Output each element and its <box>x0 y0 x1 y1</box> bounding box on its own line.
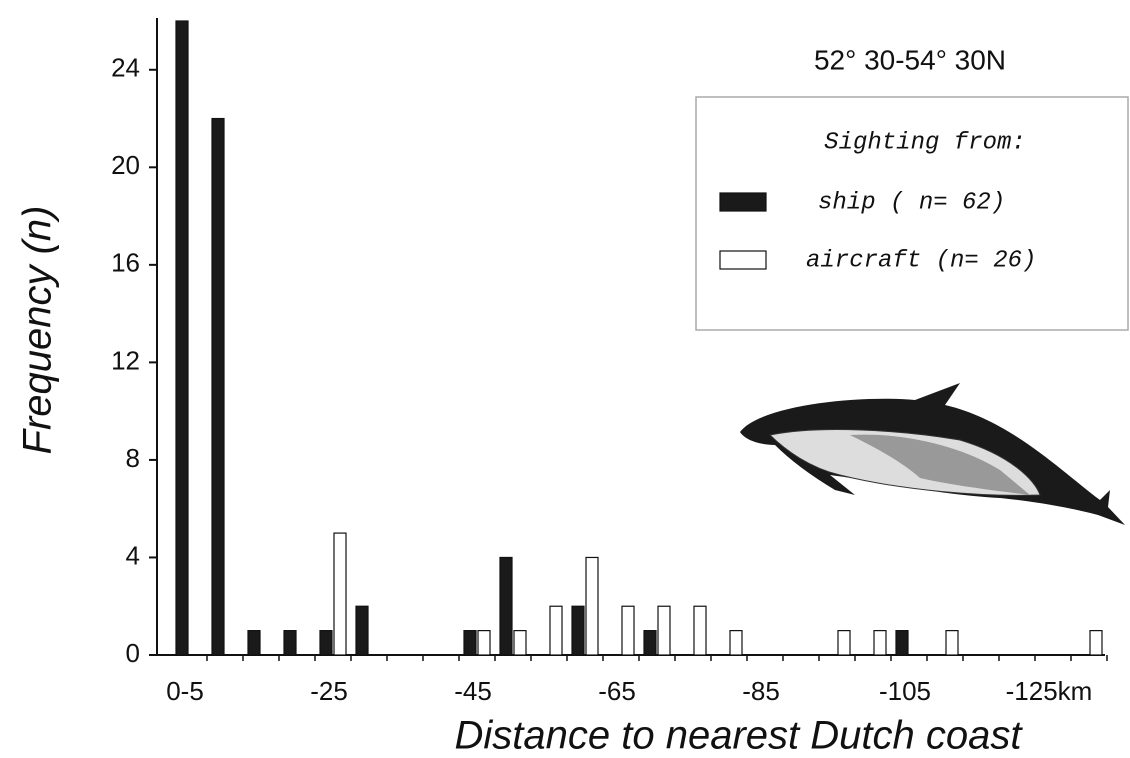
chart: 52° 30-54° 30N Frequency (n) Distance to… <box>0 0 1130 758</box>
legend-swatch <box>720 251 766 269</box>
bar <box>284 631 296 655</box>
y-axis-label: Frequency (n) <box>16 206 60 455</box>
legend-swatch <box>720 193 766 211</box>
bar <box>730 631 742 655</box>
y-tick-label: 8 <box>126 443 140 473</box>
bar <box>572 606 584 655</box>
bar <box>320 631 332 655</box>
bar <box>550 606 562 655</box>
y-tick-label: 20 <box>111 150 140 180</box>
y-tick-label: 4 <box>126 540 140 570</box>
bar <box>946 631 958 655</box>
x-tick-label: -105 <box>879 676 931 706</box>
y-tick-label: 24 <box>111 53 140 83</box>
bar <box>356 606 368 655</box>
bar <box>176 21 188 655</box>
legend-title: Sighting from: <box>824 129 1026 156</box>
bar <box>586 557 598 655</box>
legend-label: aircraft (n= 26) <box>806 247 1036 274</box>
bar <box>622 606 634 655</box>
legend-label: ship ( n= 62) <box>818 189 1005 216</box>
bar <box>478 631 490 655</box>
bar <box>838 631 850 655</box>
bar <box>874 631 886 655</box>
bar <box>514 631 526 655</box>
bar <box>334 533 346 655</box>
x-tick-label: -65 <box>598 676 636 706</box>
bar <box>248 631 260 655</box>
y-tick-label: 12 <box>111 345 140 375</box>
x-tick-label: -125km <box>1006 676 1093 706</box>
bar <box>464 631 476 655</box>
bar <box>1090 631 1102 655</box>
x-axis-label: Distance to nearest Dutch coast <box>455 714 1024 758</box>
bar <box>658 606 670 655</box>
chart-title: 52° 30-54° 30N <box>814 44 1006 75</box>
bar <box>500 557 512 655</box>
x-tick-label: 0-5 <box>166 676 204 706</box>
bar <box>694 606 706 655</box>
porpoise-illustration <box>740 383 1125 525</box>
y-tick-label: 16 <box>111 248 140 278</box>
bar <box>896 631 908 655</box>
bar <box>644 631 656 655</box>
x-tick-label: -85 <box>742 676 780 706</box>
y-tick-label: 0 <box>126 638 140 668</box>
x-tick-label: -25 <box>310 676 348 706</box>
x-tick-label: -45 <box>454 676 492 706</box>
bar <box>212 119 224 655</box>
